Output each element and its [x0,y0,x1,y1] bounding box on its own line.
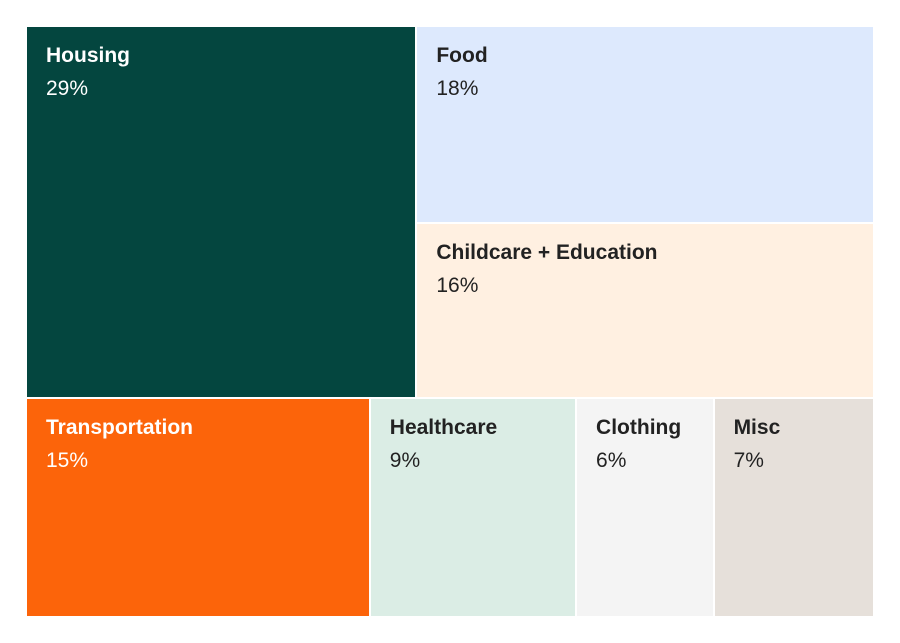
treemap-chart: Housing 29% Food 18% Childcare + Educati… [26,26,874,617]
cell-value: 18% [436,77,479,100]
cell-label: Healthcare [389,416,498,440]
treemap-cell-clothing: Clothing 6% [576,398,714,617]
cell-label: Food [436,44,488,67]
cell-label: Transportation [46,416,194,440]
cell-value: 9% [389,449,421,473]
treemap-cell-misc: Misc 7% [713,398,874,617]
treemap-cell-childcare-education: Childcare + Education 16% [416,223,874,399]
treemap-cell-food: Food 18% [416,26,874,224]
treemap-cell-healthcare: Healthcare 9% [369,398,577,617]
cell-value: 29% [46,77,89,100]
cell-label: Childcare + Education [436,241,658,265]
cell-label: Housing [46,44,130,67]
treemap-cell-housing: Housing 29% [26,26,417,399]
cell-value: 16% [436,274,479,298]
cell-value: 15% [46,449,89,473]
cell-value: 7% [733,449,764,473]
cell-label: Misc [733,416,781,440]
cell-label: Clothing [596,416,682,440]
treemap-cell-transportation: Transportation 15% [26,398,370,617]
cell-value: 6% [596,449,627,473]
